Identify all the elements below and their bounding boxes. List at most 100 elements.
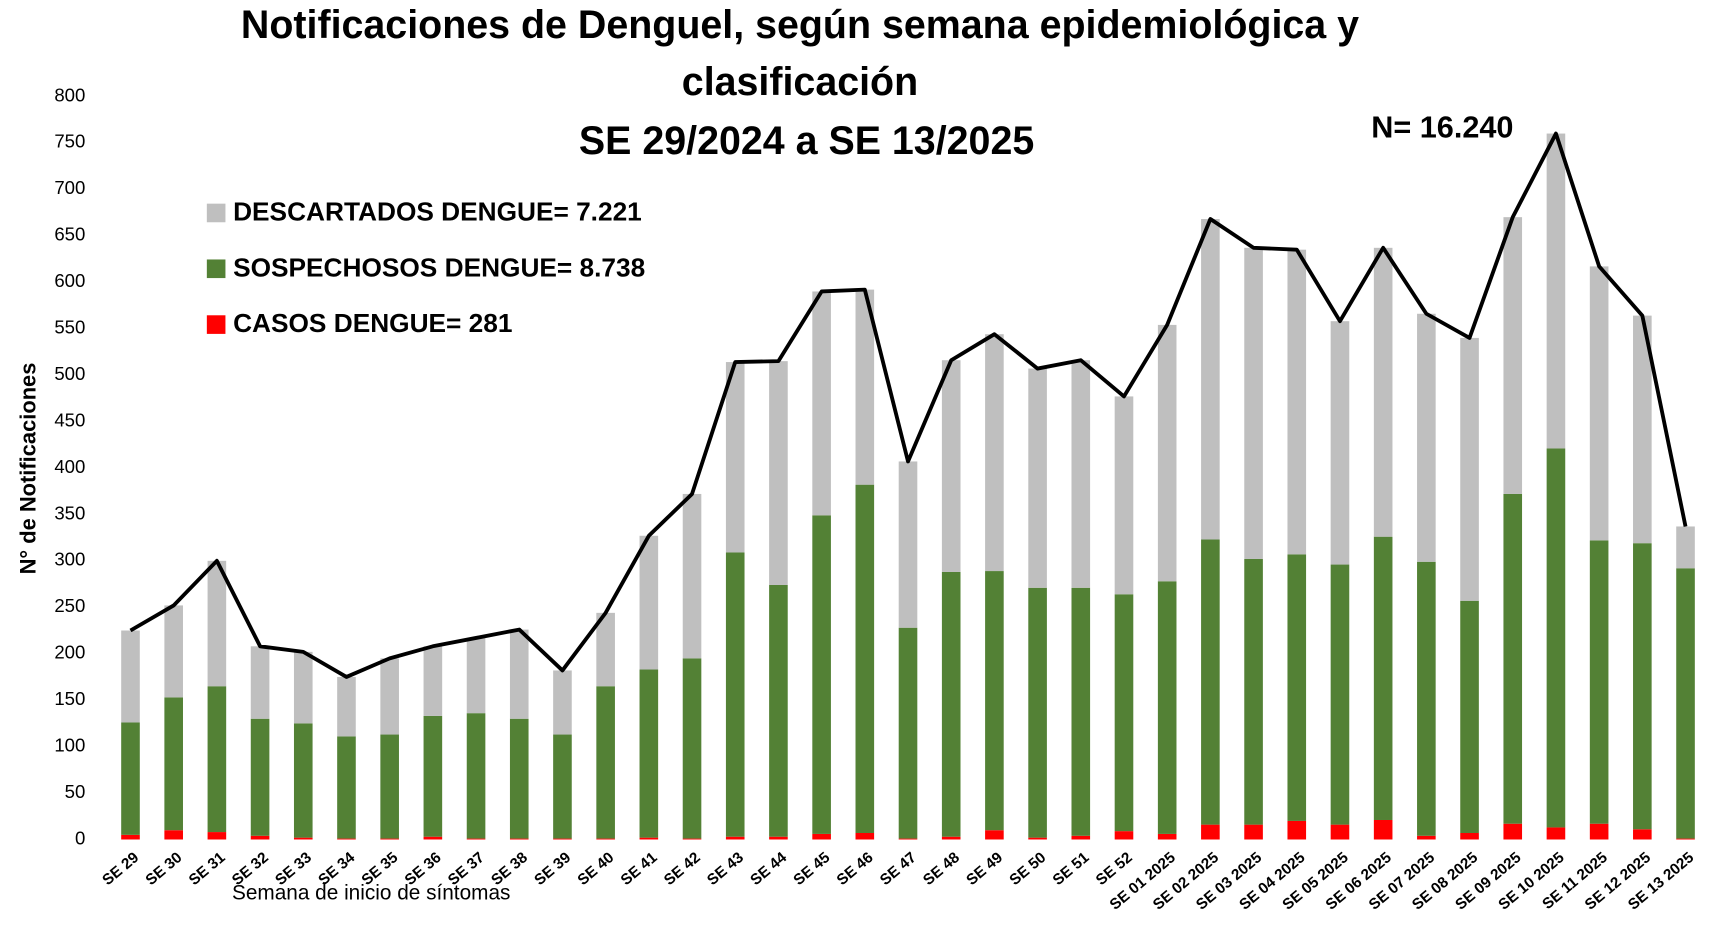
bar-segment	[250, 718, 270, 836]
y-tick-label: 150	[54, 688, 85, 709]
bar-segment	[509, 838, 529, 840]
bar-segment	[1287, 554, 1307, 821]
bar-segment	[941, 571, 961, 837]
bar-segment	[207, 686, 227, 833]
bar-segment	[596, 612, 615, 687]
x-tick-label: SE 40	[574, 849, 617, 889]
x-tick-label: SE 50	[1006, 849, 1049, 889]
bar-segment	[1114, 396, 1134, 595]
bar-segment	[164, 697, 183, 831]
bar-segment	[1244, 824, 1263, 840]
y-tick-label: 700	[54, 177, 85, 198]
bar-segment	[337, 838, 356, 840]
bar-segment	[1330, 564, 1350, 825]
bar-segment	[1114, 831, 1134, 840]
bar-segment	[855, 832, 875, 840]
bar-segment	[812, 833, 831, 840]
bar-segment	[1287, 249, 1307, 555]
x-tick-label: SE 42	[661, 849, 704, 889]
bar-segment	[898, 627, 918, 839]
bar-segment	[1157, 324, 1177, 582]
legend-label: SOSPECHOSOS DENGUE= 8.738	[233, 252, 645, 282]
bar-segment	[1633, 829, 1652, 840]
bar-segment	[293, 837, 313, 840]
y-tick-label: 50	[65, 781, 86, 802]
x-axis-label: Semana de inicio de síntomas	[232, 882, 510, 905]
bar-segment	[250, 835, 270, 840]
bar-segment	[337, 676, 356, 737]
bar-segment	[1028, 368, 1047, 588]
bar-segment	[164, 605, 183, 698]
bar-segment	[725, 836, 745, 840]
bar-segment	[812, 515, 831, 834]
x-tick-label: SE 48	[920, 849, 963, 889]
y-tick-label: 300	[54, 549, 85, 570]
bar-segment	[769, 584, 788, 837]
legend-swatch	[206, 259, 226, 279]
y-tick-label: 750	[54, 131, 85, 152]
bar-segment	[985, 334, 1004, 572]
y-tick-label: 400	[54, 456, 85, 477]
bar-segment	[1460, 600, 1479, 833]
bar-segment	[553, 734, 572, 839]
total-line	[129, 131, 1688, 679]
bar-segment	[293, 723, 313, 838]
bar-segment	[941, 836, 961, 840]
bar-segment	[725, 552, 745, 837]
bar-segment	[1201, 539, 1220, 825]
bar-segment	[207, 832, 227, 840]
bar-segment	[1633, 315, 1652, 544]
bar-segment	[1417, 313, 1436, 562]
bar-segment	[1157, 833, 1177, 840]
bar-segment	[553, 838, 572, 840]
bar-segment	[380, 838, 399, 840]
bar-segment	[1373, 247, 1393, 537]
y-tick-label: 550	[54, 317, 85, 338]
legend-swatch	[206, 203, 226, 223]
legend-label: CASOS DENGUE= 281	[233, 308, 512, 338]
legend-label: DESCARTADOS DENGUE= 7.221	[233, 196, 642, 226]
x-tick-label: SE 49	[963, 849, 1006, 889]
bar-segment	[423, 715, 443, 837]
bar-segment	[898, 461, 918, 628]
y-tick-label: 250	[54, 595, 85, 616]
x-tick-label: SE 45	[790, 849, 833, 889]
bar-segment	[1546, 133, 1566, 449]
x-tick-label: SE 43	[704, 849, 747, 889]
bar-segment	[682, 838, 702, 840]
y-tick-label: 450	[54, 409, 85, 430]
x-tick-label: SE 31	[186, 849, 229, 889]
chart-title: clasificación	[682, 60, 918, 104]
bar-segment	[1114, 594, 1134, 832]
bar-segment	[337, 736, 356, 839]
bar-segment	[121, 722, 140, 835]
bar-segment	[596, 838, 615, 840]
bar-segment	[1244, 247, 1263, 559]
y-tick-label: 500	[54, 363, 85, 384]
bar-segment	[466, 637, 486, 714]
bar-segment	[121, 834, 140, 840]
bar-segment	[423, 646, 443, 716]
bar-segment	[121, 630, 140, 723]
x-tick-label: SE 30	[143, 849, 186, 889]
bar-segment	[1503, 823, 1523, 840]
y-tick-label: 100	[54, 735, 85, 756]
bar-segment	[725, 362, 745, 553]
bar-segment	[1589, 823, 1609, 840]
x-tick-label: SE 39	[531, 849, 574, 889]
chart-title: SE 29/2024 a SE 13/2025	[579, 119, 1034, 163]
x-tick-label: SE 41	[618, 849, 661, 889]
bar-segment	[596, 686, 615, 839]
y-tick-label: 650	[54, 224, 85, 245]
bar-segment	[509, 629, 529, 719]
bar-segment	[985, 571, 1004, 831]
legend-swatch	[206, 315, 226, 334]
bar-segment	[1460, 832, 1479, 840]
bar-segment	[466, 838, 486, 840]
bar-segment	[1287, 820, 1307, 840]
bar-segment	[682, 493, 702, 659]
bar-segment	[1373, 536, 1393, 820]
bar-segment	[1244, 558, 1263, 825]
bar-segment	[941, 360, 961, 572]
